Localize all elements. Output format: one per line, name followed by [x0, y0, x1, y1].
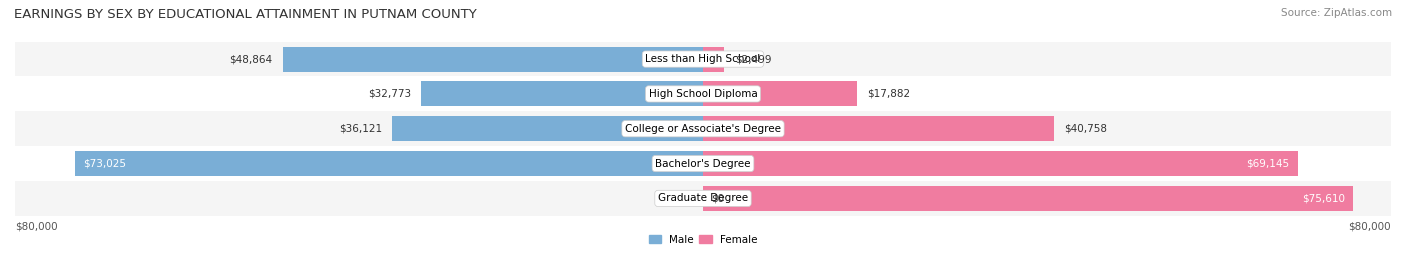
Text: $73,025: $73,025 — [83, 159, 127, 169]
Bar — [283, 47, 703, 72]
Text: $80,000: $80,000 — [15, 221, 58, 231]
Bar — [703, 47, 724, 72]
Bar — [422, 81, 703, 106]
Bar — [703, 116, 1053, 141]
Text: $2,499: $2,499 — [735, 54, 772, 64]
Bar — [15, 146, 1391, 181]
Bar — [703, 151, 1298, 176]
Bar — [15, 181, 1391, 216]
Text: EARNINGS BY SEX BY EDUCATIONAL ATTAINMENT IN PUTNAM COUNTY: EARNINGS BY SEX BY EDUCATIONAL ATTAINMEN… — [14, 8, 477, 21]
Bar — [75, 151, 703, 176]
Text: Graduate Degree: Graduate Degree — [658, 193, 748, 203]
Bar — [392, 116, 703, 141]
Text: $40,758: $40,758 — [1064, 124, 1107, 134]
Bar — [703, 81, 856, 106]
Text: $0: $0 — [711, 193, 724, 203]
Text: Bachelor's Degree: Bachelor's Degree — [655, 159, 751, 169]
Text: $17,882: $17,882 — [868, 89, 910, 99]
Legend: Male, Female: Male, Female — [644, 231, 762, 249]
Bar — [703, 186, 1353, 211]
Bar — [15, 42, 1391, 76]
Text: High School Diploma: High School Diploma — [648, 89, 758, 99]
Text: Source: ZipAtlas.com: Source: ZipAtlas.com — [1281, 8, 1392, 18]
Text: $80,000: $80,000 — [1348, 221, 1391, 231]
Bar — [15, 76, 1391, 111]
Text: $36,121: $36,121 — [339, 124, 382, 134]
Text: Less than High School: Less than High School — [645, 54, 761, 64]
Bar — [15, 111, 1391, 146]
Text: $69,145: $69,145 — [1246, 159, 1289, 169]
Text: College or Associate's Degree: College or Associate's Degree — [626, 124, 780, 134]
Text: $32,773: $32,773 — [368, 89, 411, 99]
Text: $75,610: $75,610 — [1302, 193, 1344, 203]
Text: $48,864: $48,864 — [229, 54, 273, 64]
